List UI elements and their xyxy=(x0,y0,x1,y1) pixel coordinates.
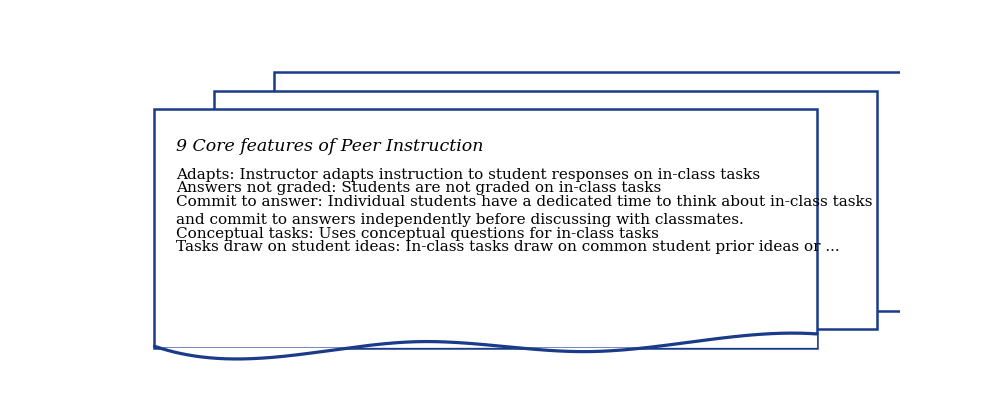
Text: Answers not graded: Students are not graded on in-class tasks: Answers not graded: Students are not gra… xyxy=(176,181,661,195)
Text: and commit to answers independently before discussing with classmates.: and commit to answers independently befo… xyxy=(176,213,744,227)
FancyBboxPatch shape xyxy=(154,109,817,348)
Text: 9 Core features of Peer Instruction: 9 Core features of Peer Instruction xyxy=(176,138,484,155)
Text: Adapts: Instructor adapts instruction to student responses on in-class tasks: Adapts: Instructor adapts instruction to… xyxy=(176,168,760,182)
Text: Tasks draw on student ideas: In-class tasks draw on common student prior ideas o: Tasks draw on student ideas: In-class ta… xyxy=(176,240,840,254)
Text: Commit to answer: Individual students have a dedicated time to think about in-cl: Commit to answer: Individual students ha… xyxy=(176,195,873,209)
FancyBboxPatch shape xyxy=(214,90,877,330)
Text: Conceptual tasks: Uses conceptual questions for in-class tasks: Conceptual tasks: Uses conceptual questi… xyxy=(176,227,659,241)
Polygon shape xyxy=(154,333,817,359)
FancyBboxPatch shape xyxy=(274,72,936,311)
